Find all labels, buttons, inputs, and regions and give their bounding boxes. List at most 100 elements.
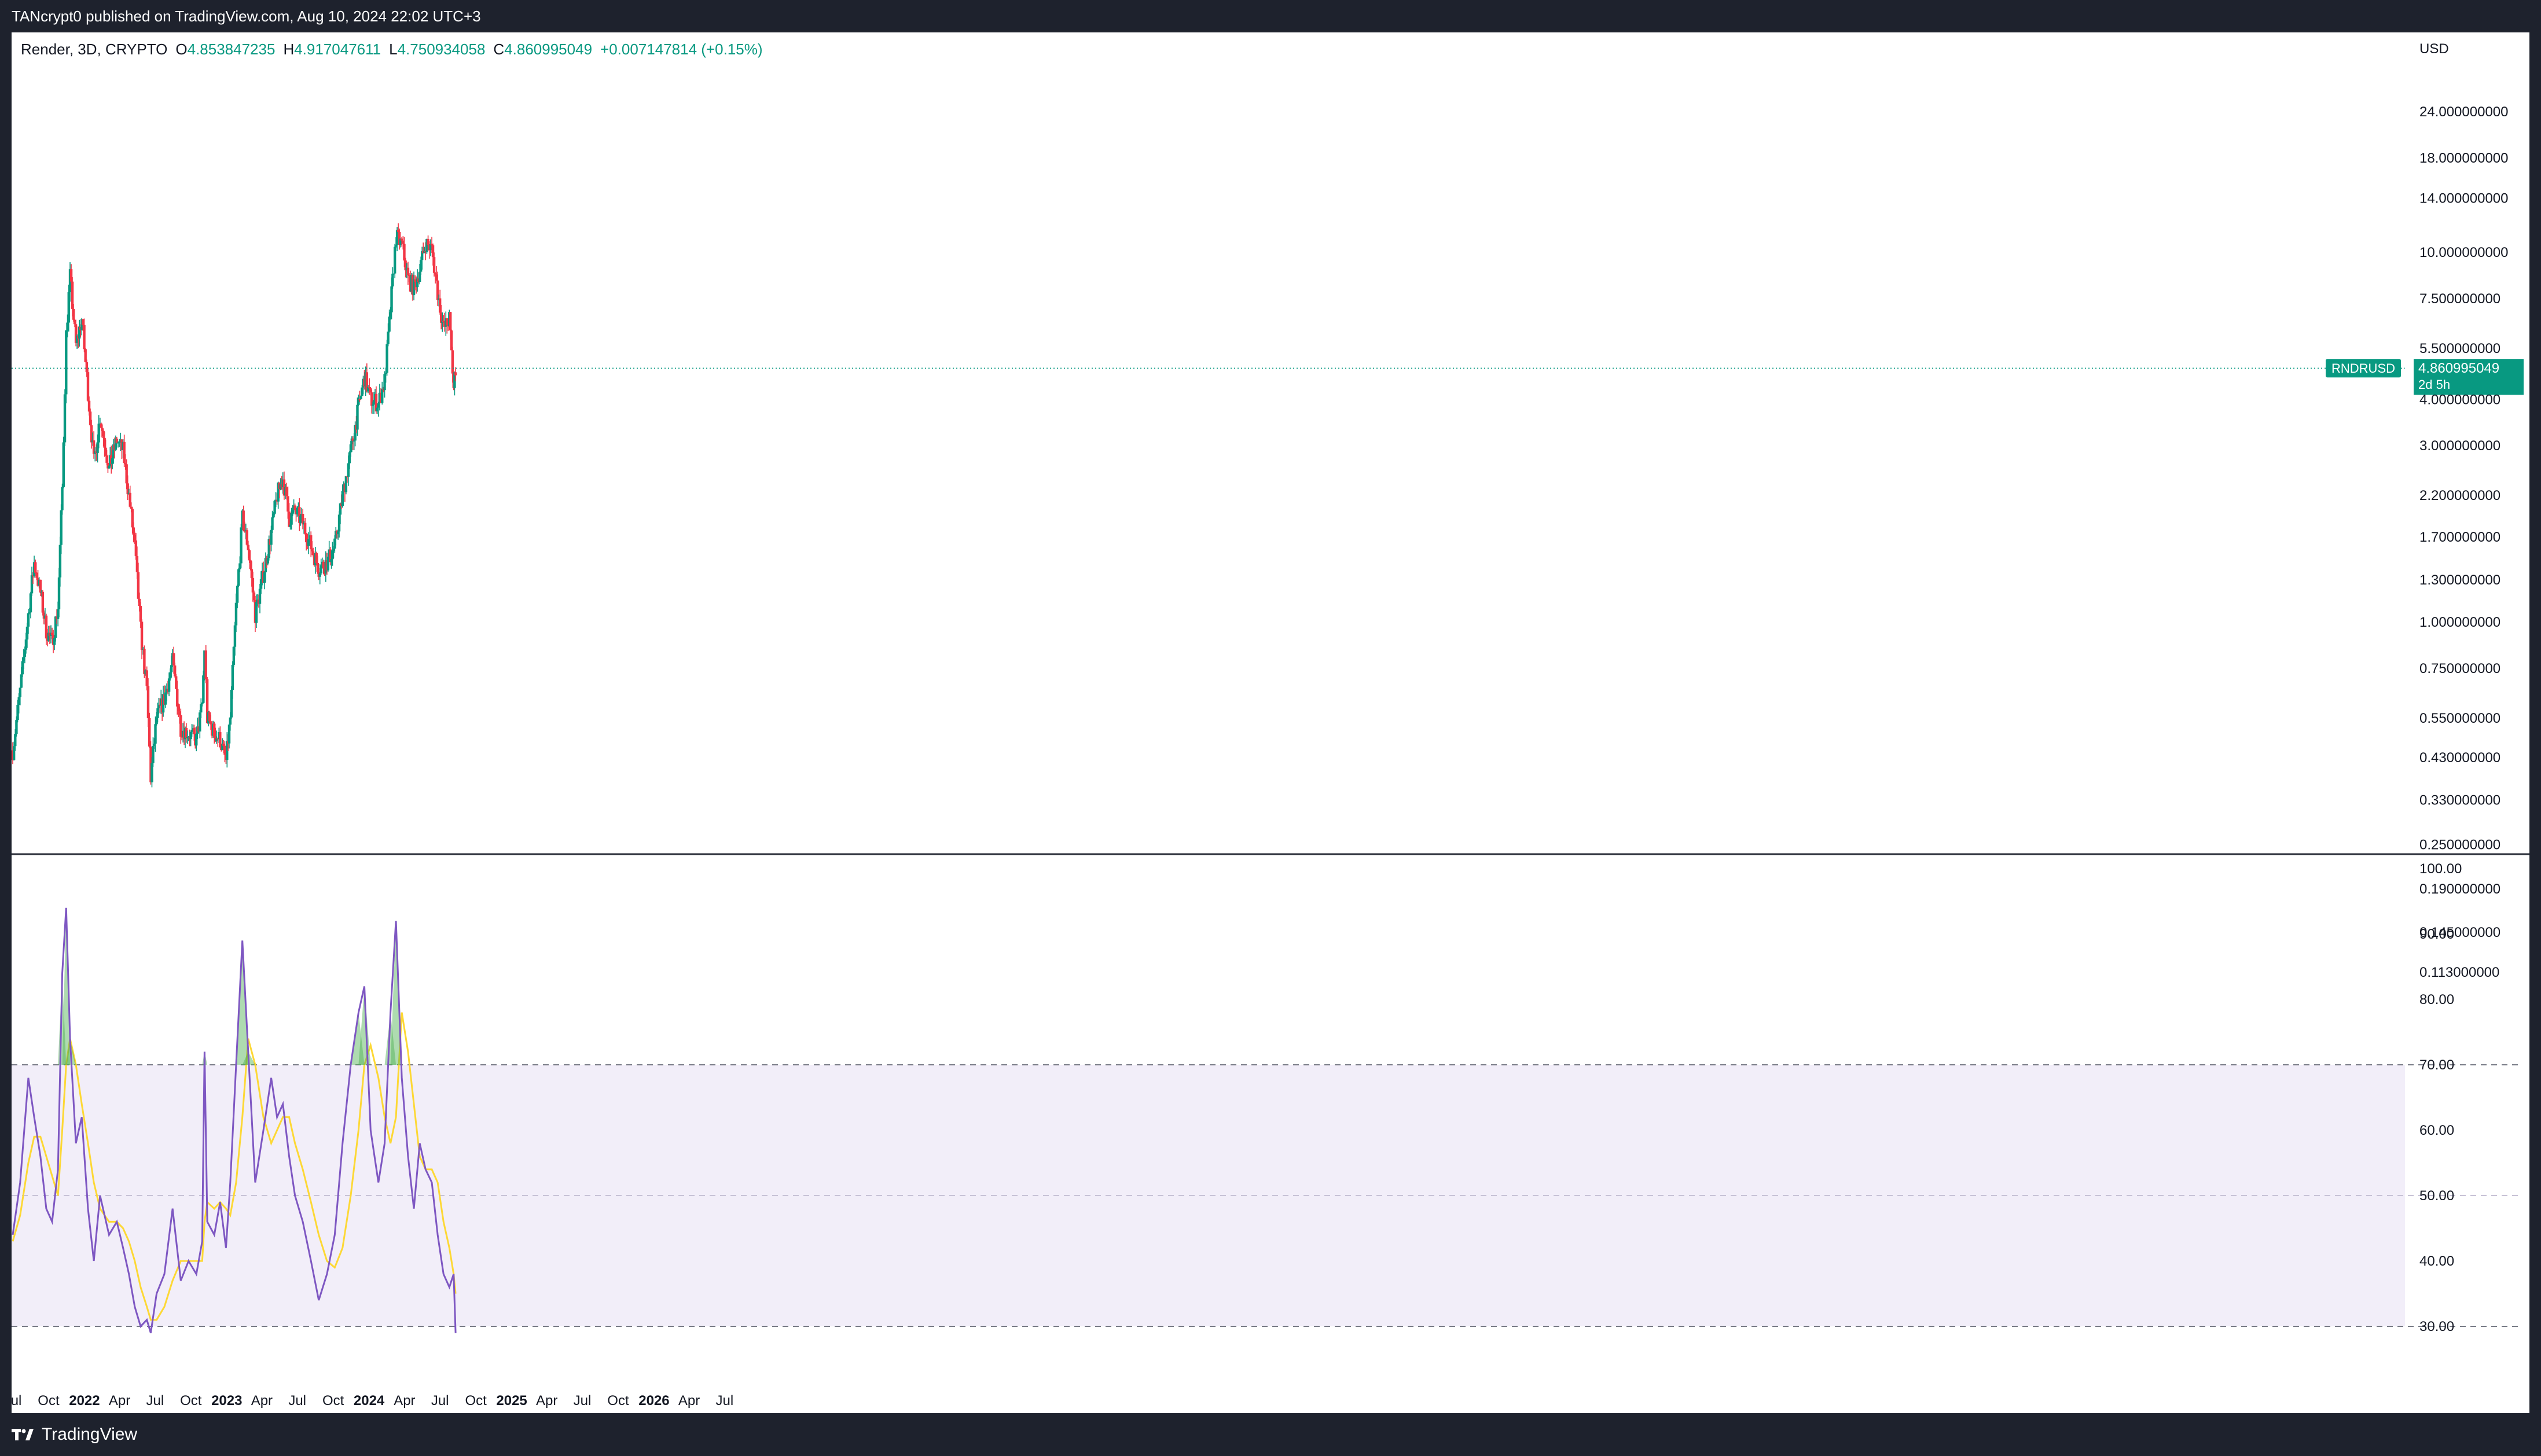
- candle-body: [344, 476, 348, 492]
- candle-body: [157, 704, 160, 708]
- candle-body: [425, 238, 428, 253]
- candle-body: [189, 731, 192, 740]
- candle-body: [23, 649, 27, 657]
- candle-body: [17, 697, 20, 705]
- high-number: 4.917047611: [294, 41, 381, 58]
- candle-body: [78, 327, 81, 339]
- candle-body: [230, 690, 233, 718]
- candle-body: [233, 625, 237, 647]
- candle-body: [132, 527, 135, 535]
- rsi-overbought-fill: [384, 1012, 396, 1065]
- price-tick-label: 0.430000000: [2419, 750, 2500, 766]
- price-tick-label: 7.500000000: [2419, 291, 2500, 307]
- candle-body: [24, 639, 28, 650]
- candle-body: [291, 510, 294, 513]
- candle-body: [304, 534, 308, 543]
- candle-body: [16, 705, 19, 720]
- candle-body: [35, 572, 38, 578]
- candle-body: [310, 535, 313, 550]
- candle-body: [301, 514, 304, 525]
- candle-body: [429, 244, 432, 251]
- candle-body: [385, 344, 388, 373]
- candle-body: [331, 551, 334, 560]
- candle-body: [193, 728, 196, 734]
- candle-body: [303, 523, 307, 534]
- candle-body: [156, 708, 159, 718]
- candle-body: [427, 238, 429, 245]
- candle-body: [57, 577, 61, 609]
- candle-body: [348, 452, 351, 464]
- candle-body: [240, 527, 243, 564]
- candle-body: [72, 308, 75, 320]
- candle-body: [391, 273, 394, 286]
- candle-body: [333, 538, 336, 549]
- candle-body: [219, 732, 222, 748]
- candle-body: [167, 678, 171, 692]
- rsi-pane[interactable]: [12, 907, 2518, 1333]
- candle-body: [407, 275, 411, 276]
- candle-body: [221, 744, 224, 751]
- candle-body: [277, 482, 280, 502]
- rsi-tick-label: 70.00: [2419, 1057, 2454, 1073]
- candle-body: [27, 613, 30, 627]
- candle-body: [85, 362, 89, 373]
- symbol-tag-label: RNDRUSD: [2331, 361, 2395, 376]
- candle-body: [138, 598, 141, 606]
- candle-body: [339, 503, 342, 515]
- candle-body: [273, 501, 276, 514]
- candle-body: [133, 534, 137, 541]
- candle-body: [361, 387, 363, 396]
- rsi-overbought-fill: [62, 907, 71, 1065]
- candle-body: [229, 717, 232, 725]
- candle-body: [374, 394, 378, 411]
- price-tick-label: 3.000000000: [2419, 438, 2500, 454]
- candle-body: [107, 462, 109, 469]
- candle-body: [223, 745, 226, 755]
- candle-body: [92, 440, 96, 454]
- candle-body: [104, 447, 107, 456]
- candle-body: [164, 692, 167, 705]
- candle-body: [356, 405, 359, 430]
- rsi-overbought-fill: [236, 940, 248, 1065]
- candle-body: [116, 442, 120, 444]
- price-tick-label: 4.000000000: [2419, 392, 2500, 407]
- candle-body: [393, 247, 396, 274]
- close-value: C4.860995049: [493, 41, 592, 58]
- candle-body: [296, 508, 299, 514]
- rsi-axis[interactable]: 100.00 90.00 80.00 70.00 60.00 50.00 40.00 30.0…: [2419, 861, 2462, 1334]
- time-tick-label: Jul: [715, 1393, 733, 1409]
- tradingview-logo-icon: [12, 1428, 35, 1442]
- candle-body: [320, 565, 322, 573]
- rsi-tick-label: 40.00: [2419, 1253, 2454, 1269]
- candle-body: [349, 444, 352, 453]
- time-axis[interactable]: Jul Oct 2022 Apr Jul Oct 2023 Apr Jul Oct 2024 Apr J…: [4, 1393, 733, 1409]
- price-tick-label: 24.000000000: [2419, 104, 2509, 120]
- time-tick-label: Oct: [607, 1393, 629, 1409]
- candle-body: [454, 372, 457, 376]
- candle-body: [337, 514, 341, 532]
- price-tick-label: 0.145000000: [2419, 925, 2500, 940]
- time-tick-label: 2024: [354, 1393, 385, 1409]
- candle-body: [368, 387, 371, 388]
- candle-body: [41, 591, 45, 613]
- price-tick-label: 0.330000000: [2419, 793, 2500, 808]
- candle-body: [307, 539, 310, 546]
- candle-body: [50, 633, 54, 635]
- open-value: O4.853847235: [175, 41, 275, 58]
- candle-body: [203, 650, 206, 676]
- candle-body: [19, 687, 22, 697]
- price-axis[interactable]: USD 24.000000000 18.000000000 14.000000000 1…: [2419, 41, 2509, 980]
- candle-body: [172, 653, 175, 666]
- candle-body: [418, 271, 421, 282]
- candle-body: [272, 513, 275, 518]
- candle-body: [53, 638, 56, 645]
- rsi-overbought-fill: [390, 921, 402, 1065]
- candle-body: [12, 746, 16, 760]
- candle-body: [430, 244, 434, 245]
- time-tick-label: Oct: [322, 1393, 344, 1409]
- time-tick-label: 2026: [638, 1393, 669, 1409]
- candle-body: [370, 392, 373, 406]
- candle-body: [330, 559, 333, 562]
